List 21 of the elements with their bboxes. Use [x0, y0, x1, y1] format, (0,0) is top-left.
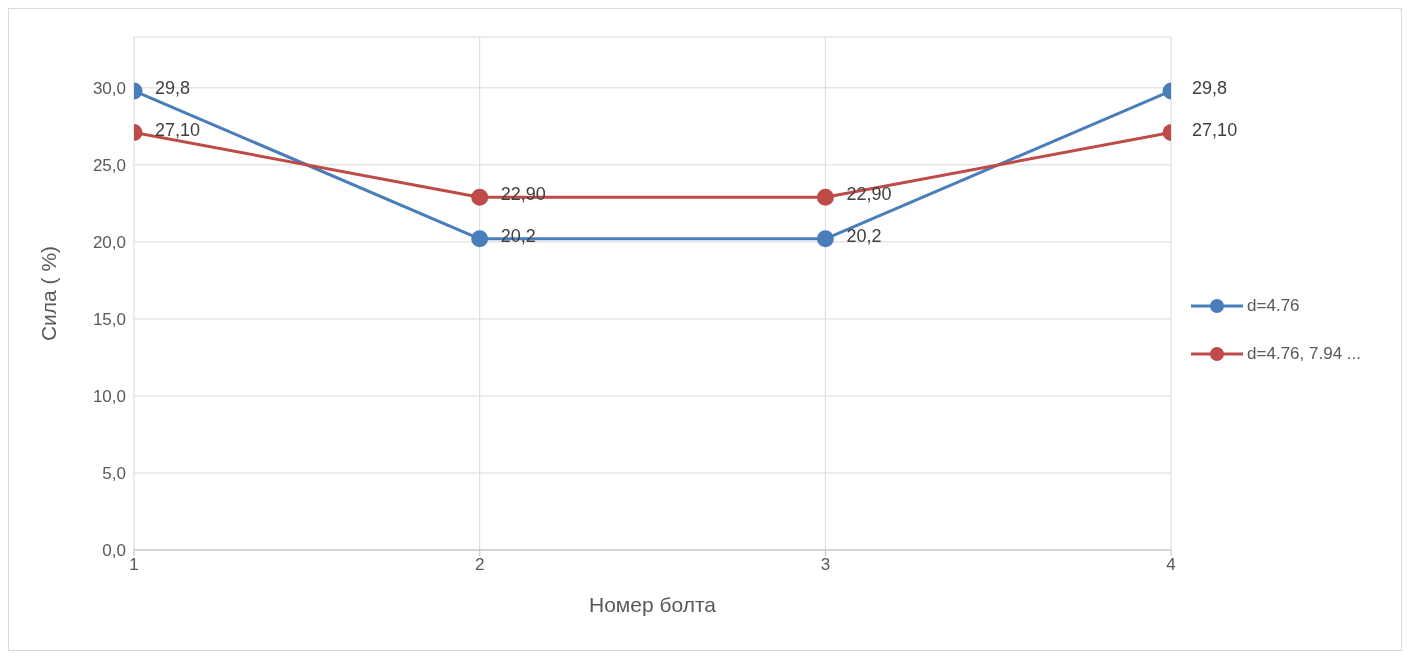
- y-tick-label: 20,0: [92, 232, 126, 252]
- data-label: 27,10: [1192, 119, 1238, 140]
- x-tick-label: 1: [129, 555, 139, 575]
- x-tick-label: 2: [474, 555, 485, 575]
- legend-label: d=4.76, 7.94 ...: [1247, 343, 1361, 364]
- y-tick-label: 0,0: [102, 541, 126, 561]
- y-tick-label: 25,0: [92, 155, 126, 175]
- y-axis-title: Сила ( %): [37, 245, 61, 342]
- x-tick-label: 4: [1166, 555, 1176, 575]
- data-label: 22,90: [846, 184, 892, 205]
- x-axis-title: Номер болта: [589, 593, 717, 616]
- data-label: 29,8: [155, 77, 191, 98]
- y-tick-label: 15,0: [92, 309, 126, 329]
- y-tick-label: 10,0: [92, 386, 126, 406]
- data-label: 27,10: [155, 119, 201, 140]
- x-tick-label: 3: [820, 555, 831, 575]
- y-tick-label: 5,0: [102, 464, 126, 484]
- legend-label: d=4.76: [1247, 295, 1300, 316]
- y-tick-label: 30,0: [92, 78, 126, 98]
- data-label: 29,8: [1192, 77, 1228, 98]
- data-label: 20,2: [846, 225, 882, 246]
